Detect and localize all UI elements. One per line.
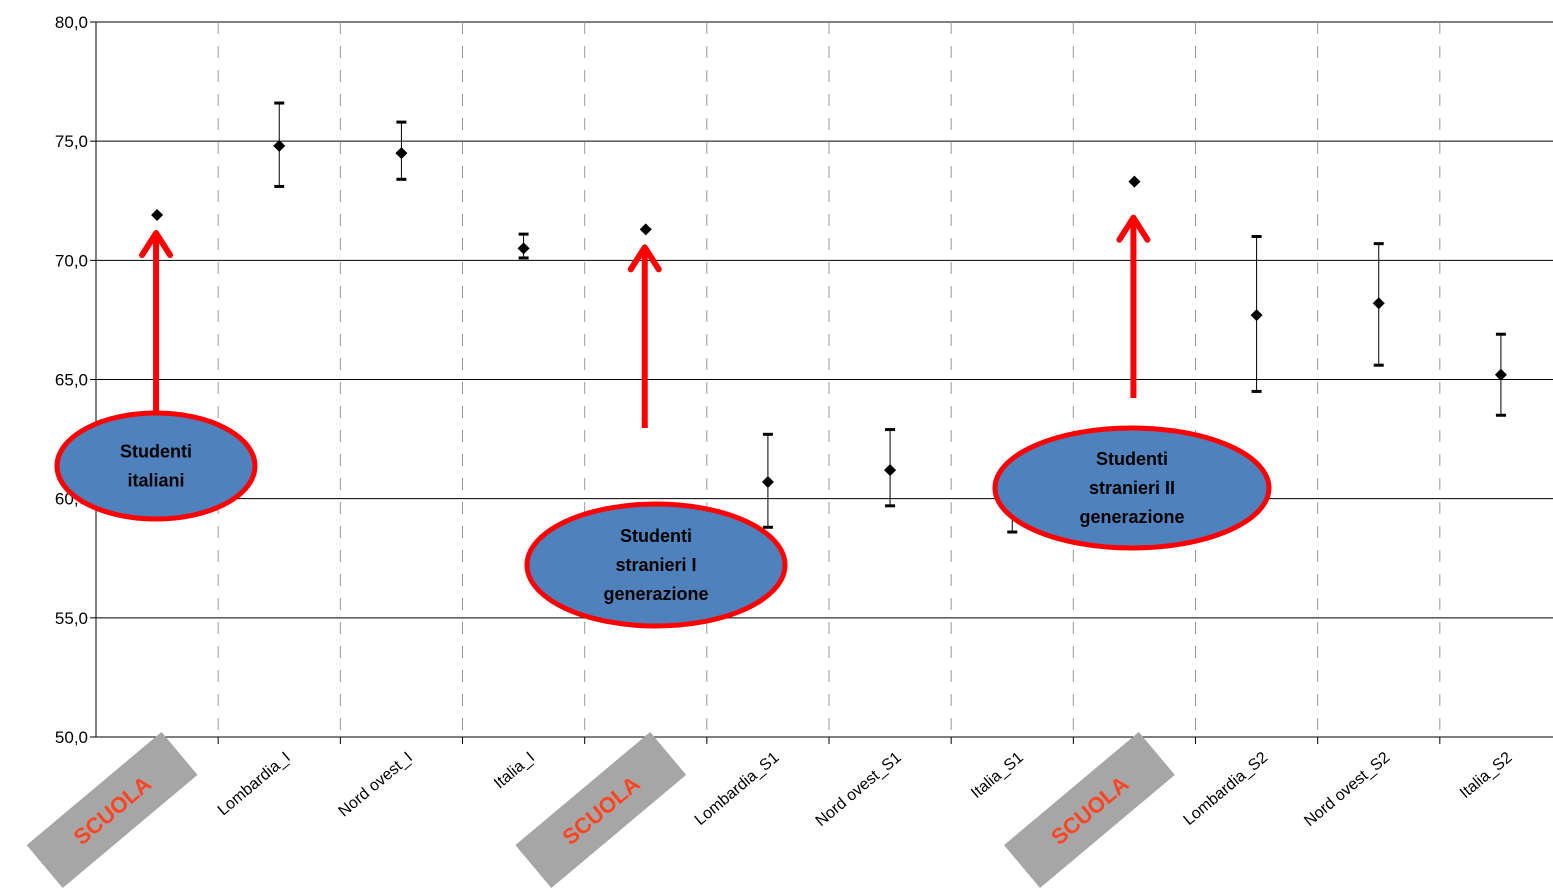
y-tick-labels: 50,055,060,065,070,075,080,0 [55, 13, 88, 747]
annotation-bubble: Studenti stranieri I generazione [524, 501, 788, 629]
data-point [151, 209, 164, 222]
x-tick-label: Italia_I [491, 749, 538, 792]
data-point [1494, 368, 1507, 381]
x-tick-label: Nord ovest_I [336, 749, 416, 820]
annotation-arrows [139, 214, 1151, 428]
bubble-text-line: generazione [603, 584, 708, 604]
bubble-text-line: Studenti [1096, 449, 1168, 469]
bubble-text-line: generazione [1079, 507, 1184, 527]
x-tick-label: Lombardia_S2 [1180, 749, 1271, 829]
data-point [1250, 309, 1263, 322]
scuola-tag: SCUOLA [1004, 731, 1175, 889]
bubble-text-line: italiani [127, 471, 184, 491]
arrow-head [139, 230, 174, 259]
scuola-tag-background [26, 731, 198, 889]
x-tick-label: Italia_S1 [968, 749, 1027, 802]
bubble-text-line: stranieri I [615, 555, 696, 575]
scuola-tag-background [1004, 731, 1175, 889]
data-point [395, 147, 408, 160]
annotation-bubble: Studenti italiani [54, 410, 258, 522]
x-tick-label: Lombardia_I [215, 749, 294, 819]
x-tick-label: Nord ovest_S1 [813, 749, 905, 830]
data-point [1372, 297, 1385, 310]
axes [90, 21, 1553, 744]
y-tick-label: 65,0 [55, 371, 88, 390]
data-point [517, 242, 530, 255]
y-tick-label: 55,0 [55, 609, 88, 628]
x-tick-labels: Lombardia_I Nord ovest_I Italia_I Lombardia… [215, 749, 1516, 830]
scuola-tag: SCUOLA [26, 731, 198, 889]
data-point [1128, 175, 1141, 188]
scuola-tag-background [515, 731, 687, 889]
x-tick-label: Italia_S2 [1457, 749, 1516, 802]
bubble-ellipse [992, 425, 1272, 551]
y-tick-label: 70,0 [55, 251, 88, 270]
data-point [639, 223, 652, 236]
y-tick-label: 80,0 [55, 13, 88, 32]
data-point [273, 139, 286, 152]
bubble-ellipse [54, 410, 258, 522]
x-tick-label: Lombardia_S1 [692, 749, 783, 829]
y-tick-label: 50,0 [55, 728, 88, 747]
arrow-head [627, 244, 662, 273]
scuola-tag: SCUOLA [515, 731, 687, 889]
annotation-bubbles: Studenti italiani Studenti stranieri I gener… [54, 410, 1272, 629]
data-point [761, 475, 774, 488]
annotation-bubble: Studenti stranieri II generazione [992, 425, 1272, 551]
bubble-text-line: Studenti [620, 526, 692, 546]
bubble-text-line: Studenti [120, 442, 192, 462]
bubble-text-line: stranieri II [1089, 478, 1175, 498]
arrow-head [1116, 214, 1151, 243]
y-tick-label: 75,0 [55, 132, 88, 151]
x-tick-label: Nord ovest_S2 [1301, 749, 1393, 830]
bubble-ellipse [524, 501, 788, 629]
grid-lines [96, 21, 1553, 738]
scuola-tags: SCUOLA SCUOLA SCUOLA [26, 731, 1175, 889]
data-point [884, 464, 897, 477]
